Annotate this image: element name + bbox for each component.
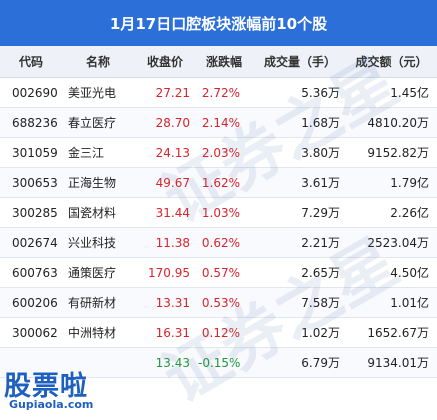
cell-volume: 7.29万 bbox=[301, 206, 340, 220]
cell-amount: 9134.01万 bbox=[367, 356, 429, 370]
header-volume: 成交量（手） bbox=[263, 55, 336, 69]
cell-amount: 1.45亿 bbox=[390, 86, 429, 100]
table-row: 688236 春立医疗 28.70 2.14% 1.68万 4810.20万 bbox=[0, 108, 437, 138]
cell-change: 0.12% bbox=[201, 325, 240, 340]
table-body: 002690 美亚光电 27.21 2.72% 5.36万 1.45亿 688236 春立医疗… bbox=[0, 78, 437, 378]
logo-text: 股票啦 bbox=[4, 371, 88, 402]
cell-name: 通策医疗 bbox=[68, 266, 117, 280]
table-header-row: 代码 名称 收盘价 涨跌幅 成交量（手） 成交额（元） bbox=[0, 46, 437, 78]
cell-code: 600206 bbox=[12, 295, 58, 310]
table-row: 300062 中洲特材 16.31 0.12% 1.02万 1652.67万 bbox=[0, 318, 437, 348]
header-change: 涨跌幅 bbox=[205, 55, 242, 69]
cell-name: 中洲特材 bbox=[68, 326, 117, 340]
cell-amount: 1652.67万 bbox=[367, 326, 429, 340]
table-row: 002674 兴业科技 11.38 0.62% 2.21万 2523.04万 bbox=[0, 228, 437, 258]
table-row: 301059 金三江 24.13 2.03% 3.80万 9152.82万 bbox=[0, 138, 437, 168]
cell-price: 170.95 bbox=[148, 265, 190, 280]
cell-change: 2.03% bbox=[201, 145, 240, 160]
cell-name: 美亚光电 bbox=[68, 86, 117, 100]
cell-name: 国瓷材料 bbox=[68, 206, 117, 220]
cell-change: -0.15% bbox=[198, 355, 241, 370]
header-name: 名称 bbox=[85, 55, 110, 69]
cell-change: 0.57% bbox=[201, 265, 240, 280]
cell-code: 301059 bbox=[12, 145, 58, 160]
table-row: 300285 国瓷材料 31.44 1.03% 7.29万 2.26亿 bbox=[0, 198, 437, 228]
cell-name: 有研新材 bbox=[68, 296, 117, 310]
cell-volume: 1.02万 bbox=[301, 326, 340, 340]
cell-price: 13.43 bbox=[155, 355, 190, 370]
cell-code: 300062 bbox=[12, 325, 58, 340]
cell-name: 金三江 bbox=[68, 146, 105, 160]
cell-volume: 2.65万 bbox=[301, 266, 340, 280]
table-row: 13.43 -0.15% 6.79万 9134.01万 bbox=[0, 348, 437, 378]
cell-amount: 4810.20万 bbox=[367, 116, 429, 130]
table-row: 002690 美亚光电 27.21 2.72% 5.36万 1.45亿 bbox=[0, 78, 437, 108]
cell-name: 正海生物 bbox=[68, 176, 117, 190]
cell-change: 2.72% bbox=[201, 85, 240, 100]
cell-price: 13.31 bbox=[155, 295, 190, 310]
cell-change: 0.53% bbox=[201, 295, 240, 310]
cell-code: 300285 bbox=[12, 205, 58, 220]
cell-change: 0.62% bbox=[201, 235, 240, 250]
cell-volume: 2.21万 bbox=[301, 236, 340, 250]
cell-amount: 4.50亿 bbox=[390, 266, 429, 280]
gupiaola-logo: 股票啦 Gupiaola.com bbox=[2, 364, 134, 418]
table-row: 600763 通策医疗 170.95 0.57% 2.65万 4.50亿 bbox=[0, 258, 437, 288]
cell-amount: 2.26亿 bbox=[390, 206, 429, 220]
cell-code: 688236 bbox=[12, 115, 58, 130]
cell-price: 31.44 bbox=[155, 205, 190, 220]
table-row: 600206 有研新材 13.31 0.53% 7.58万 1.01亿 bbox=[0, 288, 437, 318]
header-amount: 成交额（元） bbox=[355, 55, 428, 69]
cell-amount: 1.01亿 bbox=[390, 296, 429, 310]
cell-code: 300653 bbox=[12, 175, 58, 190]
cell-price: 16.31 bbox=[155, 325, 190, 340]
logo-url: Gupiaola.com bbox=[6, 398, 97, 411]
cell-code: 002690 bbox=[12, 85, 58, 100]
cell-price: 24.13 bbox=[155, 145, 190, 160]
cell-name: 春立医疗 bbox=[68, 116, 117, 130]
cell-name: 兴业科技 bbox=[68, 236, 117, 250]
cell-amount: 9152.82万 bbox=[367, 146, 429, 160]
cell-volume: 1.68万 bbox=[301, 116, 340, 130]
cell-price: 49.67 bbox=[155, 175, 190, 190]
header-price: 收盘价 bbox=[146, 55, 183, 69]
cell-code: 600763 bbox=[12, 265, 58, 280]
table-row: 300653 正海生物 49.67 1.62% 3.61万 1.79亿 bbox=[0, 168, 437, 198]
cell-price: 11.38 bbox=[155, 235, 190, 250]
cell-change: 2.14% bbox=[201, 115, 240, 130]
cell-volume: 6.79万 bbox=[301, 356, 340, 370]
cell-price: 27.21 bbox=[155, 85, 190, 100]
cell-price: 28.70 bbox=[155, 115, 190, 130]
stock-table: 代码 名称 收盘价 涨跌幅 成交量（手） 成交额（元） 002690 美亚光电 27… bbox=[0, 46, 437, 378]
cell-amount: 1.79亿 bbox=[390, 176, 429, 190]
header-code: 代码 bbox=[18, 55, 43, 69]
cell-change: 1.03% bbox=[201, 205, 240, 220]
cell-code: 002674 bbox=[12, 235, 58, 250]
cell-volume: 3.61万 bbox=[301, 176, 340, 190]
cell-volume: 3.80万 bbox=[301, 146, 340, 160]
table-title: 1月17日口腔板块涨幅前10个股 bbox=[0, 0, 437, 46]
cell-amount: 2523.04万 bbox=[367, 236, 429, 250]
cell-change: 1.62% bbox=[201, 175, 240, 190]
cell-volume: 7.58万 bbox=[301, 296, 340, 310]
cell-volume: 5.36万 bbox=[301, 86, 340, 100]
